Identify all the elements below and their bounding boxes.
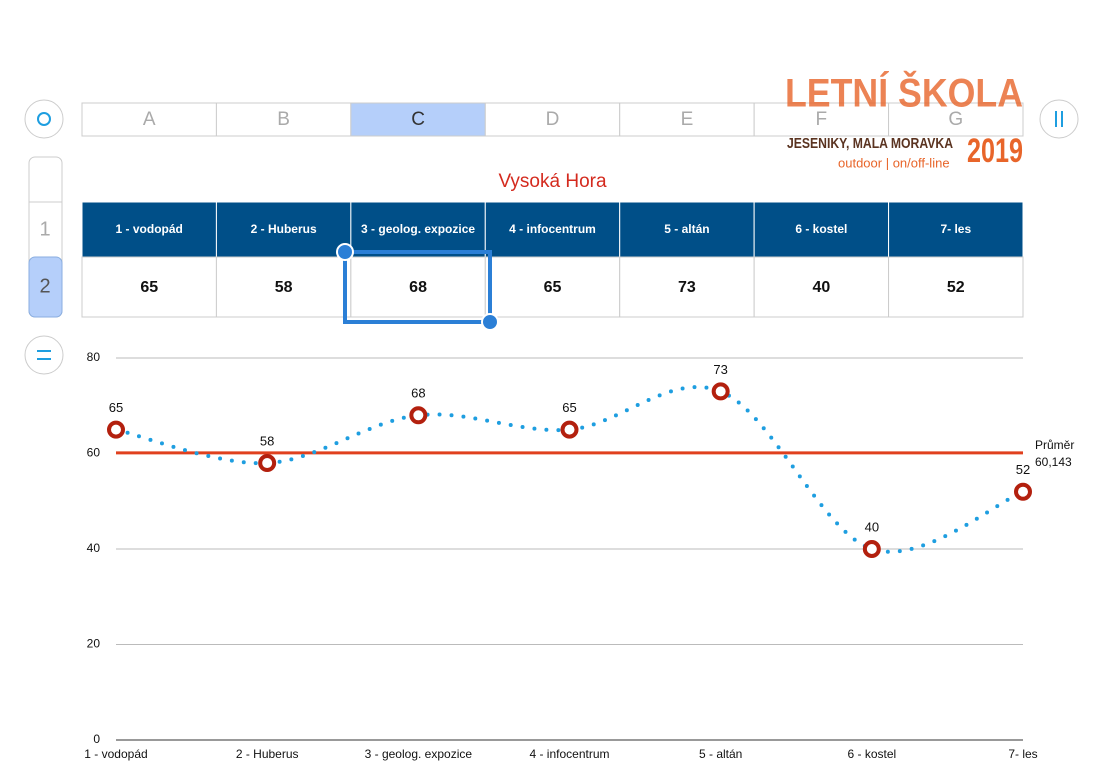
y-tick-label: 80	[87, 350, 101, 364]
table-cell-text: 58	[275, 279, 293, 296]
table-header-cell	[753, 201, 890, 258]
add-row-button[interactable]	[24, 335, 64, 375]
logo-title: LETNÍ ŠKOLA	[785, 70, 1023, 116]
column-label: F	[816, 109, 828, 130]
column-label: D	[546, 109, 560, 130]
data-point	[560, 420, 579, 439]
table-header-text: 3 - geolog. expozice	[361, 222, 475, 236]
data-label: 40	[865, 519, 879, 534]
average-name: Průměr	[1035, 438, 1074, 452]
column-label: B	[277, 109, 290, 130]
column-label: C	[411, 109, 425, 130]
row-label: 1	[39, 218, 50, 240]
data-point	[107, 420, 125, 439]
column-label: A	[143, 109, 156, 130]
x-tick-label: 6 - kostel	[847, 747, 896, 761]
table-cell[interactable]	[350, 256, 486, 318]
table-cell-text: 68	[409, 279, 427, 296]
y-tick-label: 0	[93, 732, 100, 746]
data-point	[1014, 482, 1032, 501]
table-header-text: 4 - infocentrum	[509, 222, 596, 236]
selection	[343, 250, 492, 324]
table-cell-text: 40	[812, 279, 830, 296]
table-header-cell	[215, 201, 352, 258]
column-header[interactable]	[215, 102, 352, 137]
table-header-text: 2 - Huberus	[251, 222, 317, 236]
column-header[interactable]	[350, 102, 486, 137]
x-tick-label: 7- les	[1008, 747, 1037, 761]
table-cell[interactable]	[753, 256, 890, 318]
data-point	[409, 406, 428, 425]
column-header[interactable]	[484, 102, 621, 137]
table-header-text: 7- les	[940, 222, 971, 236]
table-header-cell	[888, 201, 1024, 258]
column-label: E	[681, 109, 694, 130]
data-point	[711, 382, 730, 401]
logo-place: JESENIKY, MALA MORAVKA	[787, 135, 953, 152]
data-label: 52	[1016, 462, 1030, 477]
x-tick-label: 4 - infocentrum	[529, 747, 609, 761]
table-cell-text: 65	[140, 279, 158, 296]
x-tick-label: 1 - vodopád	[84, 747, 147, 761]
table-header-text: 1 - vodopád	[116, 222, 183, 236]
data-point	[258, 454, 277, 473]
row-header-selected	[28, 256, 63, 318]
selection-handle[interactable]	[481, 313, 499, 331]
selection-handle[interactable]	[336, 243, 354, 261]
table-header-text: 6 - kostel	[795, 222, 847, 236]
table-cell[interactable]	[81, 256, 217, 318]
data-label: 65	[562, 400, 576, 415]
data-label: 68	[411, 386, 425, 401]
table-header-cell	[81, 201, 217, 258]
column-label: G	[948, 109, 963, 130]
table-cell[interactable]	[619, 256, 755, 318]
x-tick-label: 5 - altán	[699, 747, 742, 761]
y-tick-label: 40	[87, 541, 101, 555]
logo-year: 2019	[967, 132, 1023, 170]
select-all-button[interactable]	[24, 99, 64, 139]
table-cell[interactable]	[888, 256, 1024, 318]
table-cell-text: 52	[947, 279, 965, 296]
select-all-icon	[37, 112, 51, 126]
x-tick-label: 3 - geolog. expozice	[365, 747, 473, 761]
column-header[interactable]	[81, 102, 217, 137]
table-cell-text: 73	[678, 279, 696, 296]
y-tick-label: 20	[87, 637, 101, 651]
data-label: 73	[713, 362, 727, 377]
table-header-cell	[350, 201, 486, 258]
average-value: 60,143	[1035, 455, 1072, 469]
column-header[interactable]	[888, 102, 1024, 137]
logo-motto: outdoor | on/off-line	[838, 155, 950, 170]
table-cell[interactable]	[484, 256, 621, 318]
table-title: Vysoká Hora	[498, 171, 606, 192]
row-label: 2	[39, 275, 50, 297]
column-header[interactable]	[619, 102, 755, 137]
y-tick-label: 60	[87, 446, 101, 460]
data-label: 58	[260, 433, 274, 448]
data-point	[862, 540, 881, 558]
table-header-text: 5 - altán	[664, 222, 709, 236]
table-header-cell	[484, 201, 621, 258]
data-label: 65	[109, 400, 123, 415]
pause-button[interactable]	[1039, 99, 1079, 139]
table-cell[interactable]	[215, 256, 352, 318]
x-tick-label: 2 - Huberus	[236, 747, 299, 761]
table-cell-text: 65	[544, 279, 562, 296]
